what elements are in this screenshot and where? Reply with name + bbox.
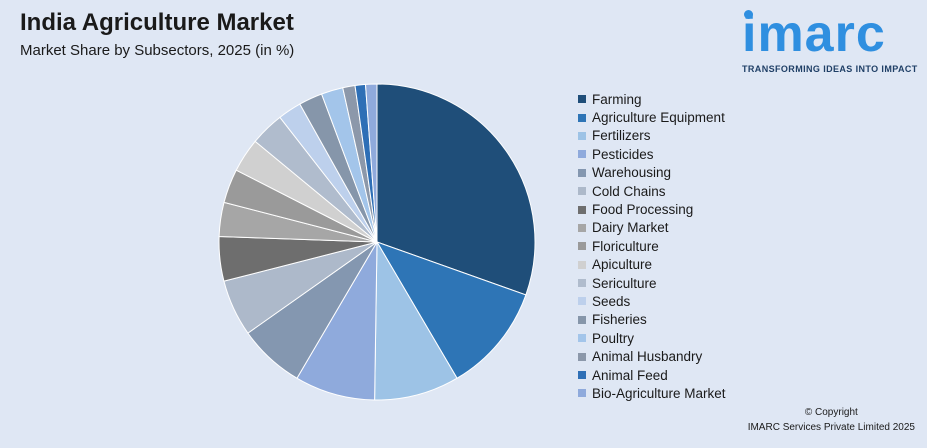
chart-legend: Farming Agriculture Equipment Fertilizers P… <box>578 90 726 403</box>
legend-swatch <box>578 352 586 361</box>
legend-label: Sericulture <box>592 275 657 291</box>
pie-slice-fertilizers <box>374 240 458 401</box>
legend-item-agriculture-equipment: Agriculture Equipment <box>578 108 726 126</box>
legend-label: Apiculture <box>592 257 653 273</box>
legend-item-sericulture: Sericulture <box>578 274 726 292</box>
pie-slice-bio-agriculture-market <box>364 83 378 243</box>
legend-item-poultry: Poultry <box>578 329 726 347</box>
legend-item-animal-husbandry: Animal Husbandry <box>578 347 726 365</box>
legend-swatch <box>578 113 586 122</box>
legend-label: Fertilizers <box>592 128 651 144</box>
legend-item-fertilizers: Fertilizers <box>578 127 726 145</box>
legend-swatch <box>578 131 586 140</box>
legend-item-food-processing: Food Processing <box>578 200 726 218</box>
logo-word-text: imarc <box>742 5 886 63</box>
pie-slice-farming <box>376 83 536 296</box>
legend-label: Fisheries <box>592 312 647 328</box>
legend-item-dairy-market: Dairy Market <box>578 219 726 237</box>
legend-swatch <box>578 315 586 324</box>
legend-swatch <box>578 389 586 398</box>
legend-label: Agriculture Equipment <box>592 110 725 126</box>
legend-item-bio-agriculture-market: Bio-Agriculture Market <box>578 384 726 402</box>
legend-swatch <box>578 95 586 104</box>
legend-item-pesticides: Pesticides <box>578 145 726 163</box>
legend-label: Pesticides <box>592 146 654 162</box>
legend-swatch <box>578 187 586 196</box>
legend-swatch <box>578 205 586 214</box>
pie-chart <box>218 83 536 401</box>
legend-label: Bio-Agriculture Market <box>592 385 726 401</box>
legend-label: Floriculture <box>592 238 659 254</box>
legend-swatch <box>578 279 586 288</box>
legend-swatch <box>578 168 586 177</box>
legend-item-farming: Farming <box>578 90 726 108</box>
legend-item-fisheries: Fisheries <box>578 311 726 329</box>
legend-item-seeds: Seeds <box>578 292 726 310</box>
legend-item-apiculture: Apiculture <box>578 256 726 274</box>
legend-swatch <box>578 223 586 232</box>
legend-label: Cold Chains <box>592 183 666 199</box>
legend-label: Animal Husbandry <box>592 349 703 365</box>
legend-swatch <box>578 242 586 251</box>
logo-dot-icon <box>744 10 753 19</box>
logo-wordmark: imarc <box>742 8 920 60</box>
legend-label: Farming <box>592 91 642 107</box>
legend-swatch <box>578 334 586 343</box>
logo-tagline: TRANSFORMING IDEAS INTO IMPACT <box>742 64 918 74</box>
copyright-line-2: IMARC Services Private Limited 2025 <box>747 422 915 433</box>
legend-item-cold-chains: Cold Chains <box>578 182 726 200</box>
legend-label: Food Processing <box>592 202 694 218</box>
legend-item-warehousing: Warehousing <box>578 164 726 182</box>
legend-label: Seeds <box>592 293 631 309</box>
legend-swatch <box>578 150 586 159</box>
legend-item-animal-feed: Animal Feed <box>578 366 726 384</box>
legend-label: Animal Feed <box>592 367 668 383</box>
legend-swatch <box>578 297 586 306</box>
copyright-line-1: © Copyright <box>804 407 858 418</box>
legend-swatch <box>578 260 586 269</box>
chart-title: India Agriculture Market <box>20 9 294 36</box>
copyright-notice: © Copyright IMARC Services Private Limit… <box>748 405 915 435</box>
pie-slice-agriculture-equipment <box>375 241 527 379</box>
legend-item-floriculture: Floriculture <box>578 237 726 255</box>
imarc-logo: imarc TRANSFORMING IDEAS INTO IMPACT <box>742 8 920 74</box>
legend-label: Poultry <box>592 330 635 346</box>
legend-swatch <box>578 371 586 380</box>
chart-subtitle: Market Share by Subsectors, 2025 (in %) <box>20 42 295 59</box>
legend-label: Warehousing <box>592 165 672 181</box>
legend-label: Dairy Market <box>592 220 669 236</box>
